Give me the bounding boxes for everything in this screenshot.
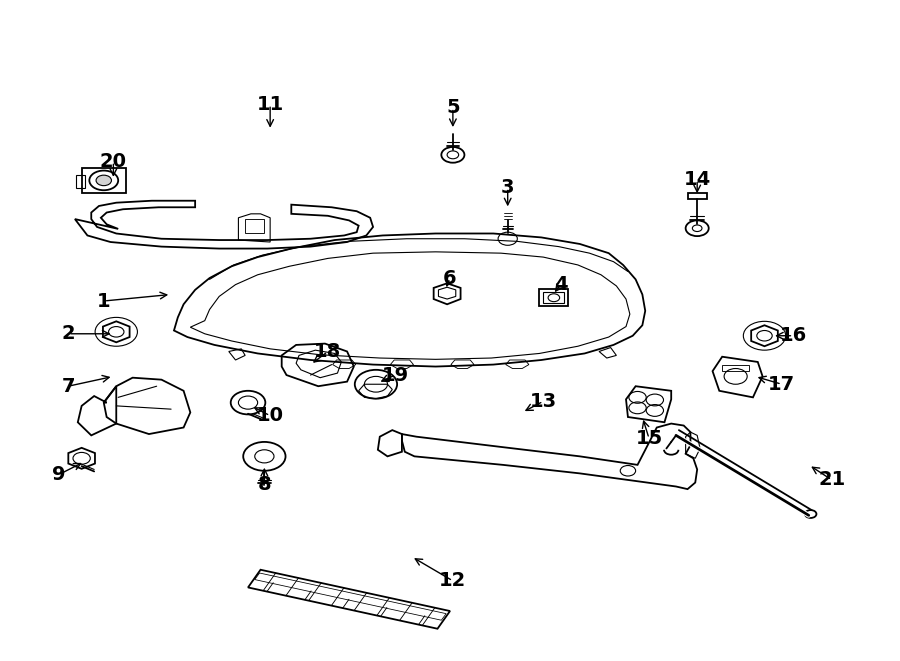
Text: 15: 15: [635, 429, 662, 448]
Text: 20: 20: [100, 152, 127, 171]
Text: 11: 11: [256, 95, 284, 114]
Text: 12: 12: [439, 571, 466, 590]
Text: 8: 8: [257, 475, 271, 494]
Text: 16: 16: [779, 327, 807, 345]
Bar: [76, 175, 86, 188]
Text: 13: 13: [530, 392, 557, 410]
Text: 6: 6: [443, 268, 457, 288]
Bar: [245, 219, 265, 233]
Text: 5: 5: [446, 98, 460, 117]
Text: 4: 4: [554, 275, 567, 294]
Text: 21: 21: [818, 471, 845, 489]
Bar: [544, 292, 564, 303]
Bar: [539, 290, 568, 305]
Text: 7: 7: [61, 377, 75, 396]
Bar: [82, 168, 126, 193]
Text: 9: 9: [52, 465, 66, 485]
Text: 2: 2: [61, 325, 75, 343]
Text: 18: 18: [314, 342, 341, 361]
Text: 3: 3: [501, 178, 515, 197]
Text: 19: 19: [382, 366, 409, 385]
Circle shape: [96, 175, 112, 186]
Text: 14: 14: [683, 171, 711, 189]
Bar: [722, 365, 749, 371]
Text: 17: 17: [769, 375, 796, 394]
Bar: [688, 193, 706, 200]
Text: 10: 10: [256, 407, 284, 425]
Text: 1: 1: [97, 292, 111, 311]
